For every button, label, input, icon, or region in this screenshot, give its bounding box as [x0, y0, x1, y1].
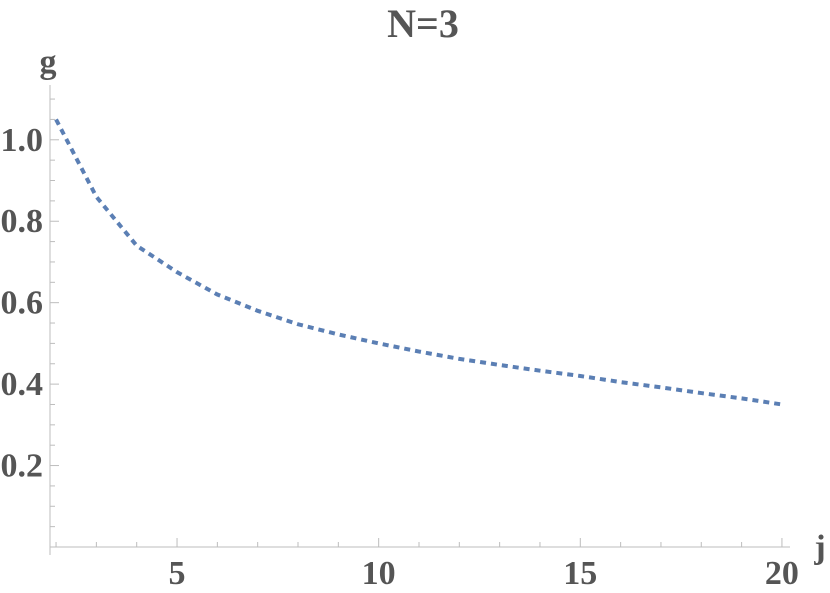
y-tick-label: 0.2 [1, 448, 44, 485]
y-axis-title: g [40, 44, 57, 81]
y-tick-label: 1.0 [1, 122, 44, 159]
y-tick-label: 0.6 [1, 285, 44, 322]
ticks [50, 98, 783, 547]
tick-labels: 5 10 15 20 0.2 0.4 0.6 0.8 1.0 [1, 122, 799, 592]
series [54, 118, 783, 407]
x-tick-label: 10 [362, 555, 396, 592]
y-tick-label: 0.4 [1, 366, 44, 403]
chart-title: N=3 [387, 1, 459, 46]
series-line [54, 118, 783, 407]
axes [49, 85, 790, 555]
y-tick-label: 0.8 [1, 203, 44, 240]
x-tick-label: 5 [169, 555, 186, 592]
x-axis-title: j [813, 529, 825, 566]
x-tick-label: 20 [765, 555, 799, 592]
x-tick-label: 15 [563, 555, 597, 592]
